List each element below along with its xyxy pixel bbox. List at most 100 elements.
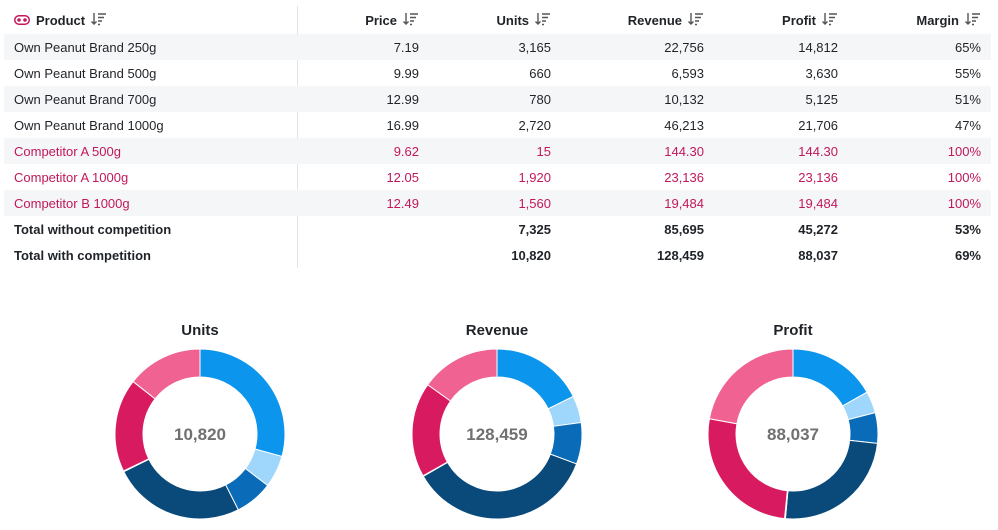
donut-slice-own-peanut-brand-250g[interactable]: [792, 348, 868, 407]
cell-product: Own Peanut Brand 700g: [14, 91, 157, 107]
sort-icon[interactable]: [688, 12, 704, 29]
header-profit-label: Profit: [782, 12, 816, 28]
header-revenue[interactable]: Revenue: [564, 6, 704, 34]
donut-slice-competitor-a-1000g[interactable]: [114, 380, 156, 472]
cell-revenue: 6,593: [671, 65, 704, 81]
header-revenue-label: Revenue: [627, 12, 682, 28]
table-row[interactable]: Own Peanut Brand 700g 12.99 780 10,132 5…: [4, 86, 991, 112]
header-units-label: Units: [496, 12, 530, 28]
header-units[interactable]: Units: [434, 6, 551, 34]
cell-price: 9.62: [393, 143, 419, 159]
cell-margin: 100%: [947, 169, 981, 185]
cell-profit: 3,630: [805, 65, 838, 81]
glasses-icon: [14, 13, 30, 28]
cell-price: 12.05: [386, 169, 419, 185]
cell-revenue: 19,484: [664, 195, 704, 211]
table-row-competitor[interactable]: Competitor A 1000g 12.05 1,920 23,136 23…: [4, 164, 991, 190]
table-row[interactable]: Own Peanut Brand 500g 9.99 660 6,593 3,6…: [4, 60, 991, 86]
units-donut-chart: Units 10,820: [100, 318, 300, 528]
cell-product: Competitor A 1000g: [14, 169, 129, 185]
column-divider: [297, 6, 298, 268]
chart-title: Profit: [773, 322, 813, 339]
profit-donut-chart: Profit 88,037: [693, 318, 893, 528]
donut-slice-competitor-b-1000g[interactable]: [708, 348, 794, 425]
cell-price: 16.99: [386, 117, 419, 133]
cell-revenue: 23,136: [664, 169, 704, 185]
donut-svg: 128,459: [411, 348, 583, 520]
cell-units: 660: [529, 65, 551, 81]
center-total: 10,820: [174, 425, 226, 444]
cell-product: Competitor A 500g: [14, 143, 121, 159]
cell-price: 12.49: [386, 195, 419, 211]
header-margin-label: Margin: [916, 12, 959, 28]
donut-slice-own-peanut-brand-1000g[interactable]: [422, 453, 578, 520]
table-header: Product Price Units Revenue Profit: [4, 6, 991, 34]
cell-margin: 51%: [954, 91, 981, 107]
cell-revenue: 144.30: [664, 143, 704, 159]
center-total: 128,459: [466, 425, 527, 444]
cell-revenue: 85,695: [664, 221, 704, 237]
donut-slice-competitor-a-1000g[interactable]: [411, 384, 452, 477]
cell-profit: 19,484: [798, 195, 838, 211]
cell-units: 10,820: [511, 247, 551, 263]
cell-profit: 5,125: [805, 91, 838, 107]
center-total: 88,037: [767, 425, 819, 444]
cell-margin: 53%: [954, 221, 981, 237]
cell-product: Own Peanut Brand 1000g: [14, 117, 164, 133]
cell-profit: 144.30: [798, 143, 838, 159]
donut-slice-own-peanut-brand-1000g[interactable]: [123, 458, 239, 520]
cell-product: Total with competition: [14, 247, 151, 263]
table-row[interactable]: Own Peanut Brand 250g 7.19 3,165 22,756 …: [4, 34, 991, 60]
donut-slice-own-peanut-brand-250g[interactable]: [496, 348, 574, 410]
sort-icon[interactable]: [403, 12, 419, 29]
sort-icon[interactable]: [535, 12, 551, 29]
cell-margin: 100%: [947, 195, 981, 211]
cell-profit: 88,037: [798, 247, 838, 263]
cell-product: Own Peanut Brand 500g: [14, 65, 157, 81]
cell-profit: 45,272: [798, 221, 838, 237]
cell-product: Total without competition: [14, 221, 172, 237]
cell-units: 7,325: [518, 221, 551, 237]
header-profit[interactable]: Profit: [719, 6, 838, 34]
cell-margin: 65%: [954, 39, 981, 55]
donut-slice-competitor-b-1000g[interactable]: [132, 348, 201, 400]
chart-title: Units: [181, 322, 219, 339]
cell-revenue: 10,132: [664, 91, 704, 107]
header-product-label: Product: [36, 12, 86, 28]
cell-price: 7.19: [393, 39, 419, 55]
cell-units: 1,560: [518, 195, 551, 211]
header-price[interactable]: Price: [304, 6, 419, 34]
cell-margin: 100%: [947, 143, 981, 159]
cell-price: [304, 242, 419, 268]
total-row-with-competition: Total with competition 10,820 128,459 88…: [4, 242, 991, 268]
cell-units: 15: [536, 143, 551, 159]
cell-revenue: 22,756: [664, 39, 704, 55]
table-row[interactable]: Own Peanut Brand 1000g 16.99 2,720 46,21…: [4, 112, 991, 138]
donut-slice-competitor-b-1000g[interactable]: [427, 348, 498, 402]
sort-icon[interactable]: [822, 12, 838, 29]
header-price-label: Price: [365, 12, 397, 28]
table-row-competitor[interactable]: Competitor A 500g 9.62 15 144.30 144.30 …: [4, 138, 991, 164]
donut-svg: 10,820: [114, 348, 286, 520]
cell-product: Own Peanut Brand 250g: [14, 39, 157, 55]
revenue-donut-chart: Revenue 128,459: [397, 318, 597, 528]
cell-price: 12.99: [386, 91, 419, 107]
sort-icon[interactable]: [91, 12, 107, 29]
cell-margin: 69%: [954, 247, 981, 263]
total-row-without-competition: Total without competition 7,325 85,695 4…: [4, 216, 991, 242]
sort-icon[interactable]: [965, 12, 981, 29]
header-margin[interactable]: Margin: [854, 6, 981, 34]
cell-revenue: 128,459: [657, 247, 704, 263]
cell-units: 3,165: [518, 39, 551, 55]
table-row-competitor[interactable]: Competitor B 1000g 12.49 1,560 19,484 19…: [4, 190, 991, 216]
cell-price: [304, 216, 419, 242]
header-product[interactable]: Product: [14, 6, 294, 34]
chart-title: Revenue: [465, 322, 529, 339]
cell-product: Competitor B 1000g: [14, 195, 130, 211]
cell-profit: 14,812: [798, 39, 838, 55]
donut-slice-own-peanut-brand-1000g[interactable]: [784, 439, 879, 520]
cell-revenue: 46,213: [664, 117, 704, 133]
cell-units: 1,920: [518, 169, 551, 185]
cell-margin: 47%: [954, 117, 981, 133]
cell-price: 9.99: [393, 65, 419, 81]
